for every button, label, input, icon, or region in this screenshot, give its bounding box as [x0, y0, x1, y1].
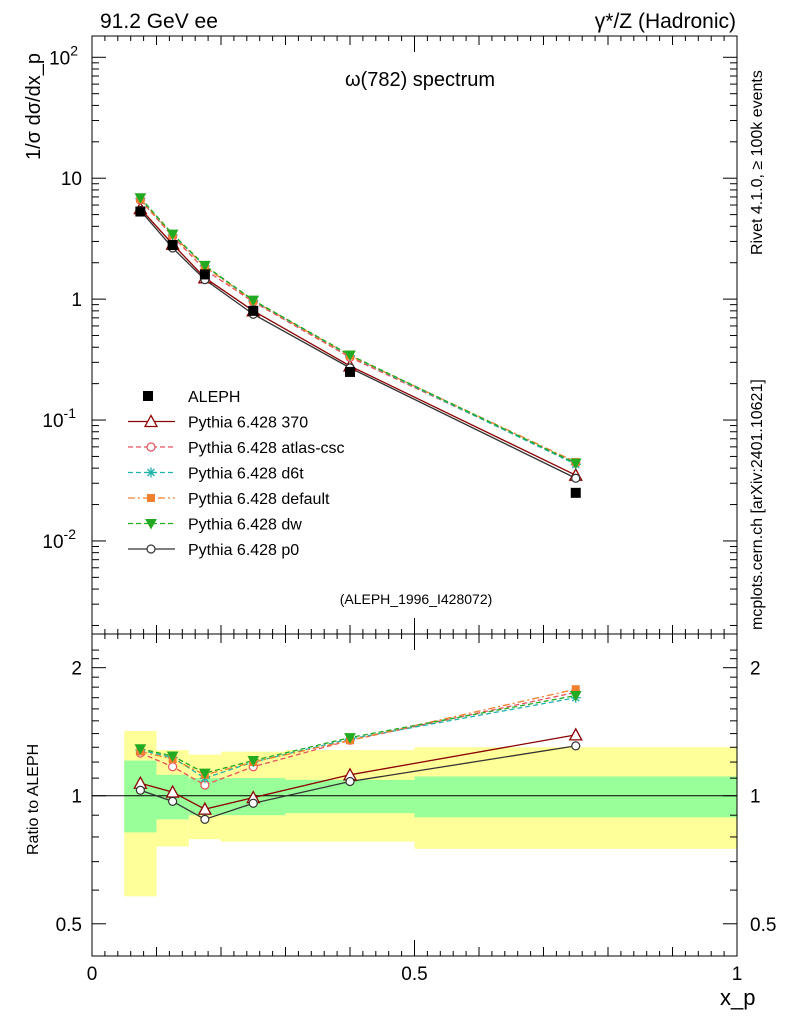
- legend-marker: [147, 494, 155, 502]
- ratio-series-point: [345, 776, 355, 787]
- ratio-series-line: [140, 688, 576, 776]
- y-tick-label: 10-2: [42, 526, 76, 553]
- y-tick-label: 10: [61, 169, 82, 190]
- legend-label: ALEPH: [188, 389, 240, 406]
- ratio-series-point: [135, 785, 145, 795]
- ratio-panel: 0.5 0.5 1 1 2 2 0 0.5 1 Ratio to ALEPH x_p: [25, 633, 776, 1010]
- ratio-tick-label-right: 0.5: [750, 915, 776, 936]
- data-point: [167, 240, 178, 251]
- data-point: [570, 487, 581, 498]
- ratio-tick-label-left: 0.5: [56, 915, 82, 936]
- plot-title: ω(782) spectrum: [345, 69, 495, 91]
- series-point: [166, 229, 179, 241]
- header-process: γ*/Z (Hadronic): [595, 10, 736, 33]
- legend: ALEPH Pythia 6.428 370 Pythia 6.428 atlas-…: [128, 389, 345, 559]
- legend-marker: [143, 414, 159, 428]
- legend-label: Pythia 6.428 atlas-csc: [188, 440, 345, 457]
- legend-label: Pythia 6.428 default: [188, 491, 330, 508]
- ratio-tick-label-right: 1: [750, 787, 761, 808]
- legend-label: Pythia 6.428 p0: [188, 542, 299, 559]
- main-y-axis-label: 1/σ dσ/dx_p: [23, 53, 45, 160]
- x-tick-label: 0: [87, 964, 98, 985]
- legend-marker-stroke: [147, 468, 155, 477]
- ratio-series-point: [134, 744, 147, 755]
- ratio-series-point: [166, 751, 179, 763]
- ratio-series-line: [140, 745, 576, 821]
- rivet-label: Rivet 4.1.0, ≥ 100k events: [749, 70, 766, 255]
- legend-label: Pythia 6.428 370: [188, 415, 308, 432]
- ratio-y-axis-label: Ratio to ALEPH: [25, 744, 42, 855]
- y-tick-label: 10-1: [42, 405, 76, 432]
- main-panel: 102 10 1 10-1 10-2 ω(782) spectrum (ALEPH_19…: [23, 35, 738, 635]
- ratio-series-point: [344, 733, 356, 744]
- series-point: [134, 193, 147, 204]
- data-point: [199, 269, 210, 280]
- series-point: [569, 458, 582, 470]
- y-tick-label: 1: [71, 290, 82, 311]
- data-point: [135, 206, 146, 217]
- ratio-series-point: [568, 727, 583, 741]
- analysis-watermark: (ALEPH_1996_I428072): [340, 591, 493, 607]
- legend-label: Pythia 6.428 d6t: [188, 466, 304, 483]
- stat-uncertainty-band: [414, 776, 737, 818]
- x-axis-label: x_p: [720, 985, 755, 1010]
- legend-marker: [145, 519, 157, 530]
- ratio-series-point: [197, 801, 212, 815]
- series-line: [139, 197, 577, 464]
- x-tick-label: 0.5: [401, 964, 427, 985]
- series-point: [344, 350, 356, 362]
- ratio-series-line: [140, 694, 576, 774]
- ratio-series-point: [247, 756, 260, 767]
- legend-marker: [146, 544, 156, 554]
- ratio-series-point: [168, 762, 178, 772]
- ratio-bands: [124, 730, 737, 897]
- stat-uncertainty-band: [124, 760, 157, 833]
- legend-label: Pythia 6.428 dw: [188, 517, 302, 534]
- ratio-series-line: [140, 691, 576, 786]
- ratio-series-point: [571, 685, 580, 694]
- ratio-series-point: [199, 768, 211, 780]
- series-line: [139, 208, 577, 476]
- main-marks: 102 10 1 10-1 10-2: [42, 36, 738, 634]
- ratio-series-point: [248, 798, 258, 808]
- ratio-marks: 0.5 0.5 1 1 2 2 0 0.5 1: [56, 634, 776, 985]
- legend-marker: [143, 391, 153, 401]
- series-point: [247, 295, 260, 307]
- mcplots-label: mcplots.cern.ch [arXiv:2401.10621]: [749, 379, 766, 630]
- ratio-series-point: [200, 814, 210, 824]
- ratio-series-point: [571, 741, 581, 751]
- ratio-tick-label-left: 2: [71, 659, 82, 680]
- ratio-tick-label-right: 2: [750, 659, 761, 680]
- ratio-tick-label-left: 1: [71, 787, 82, 808]
- data-point: [345, 366, 355, 377]
- x-tick-label: 1: [732, 964, 743, 985]
- series-point: [571, 473, 581, 483]
- series-point: [199, 260, 211, 272]
- data-point: [248, 305, 259, 316]
- ratio-series-point: [569, 691, 582, 702]
- ratio-series-line: [140, 734, 576, 810]
- legend-marker: [146, 442, 156, 452]
- ratio-series-point: [168, 796, 178, 806]
- y-tick-label: 102: [49, 42, 78, 69]
- legend-marker: [146, 467, 156, 478]
- ratio-frame: [91, 633, 738, 957]
- header-energy: 91.2 GeV ee: [100, 10, 218, 33]
- series-line: [139, 210, 577, 479]
